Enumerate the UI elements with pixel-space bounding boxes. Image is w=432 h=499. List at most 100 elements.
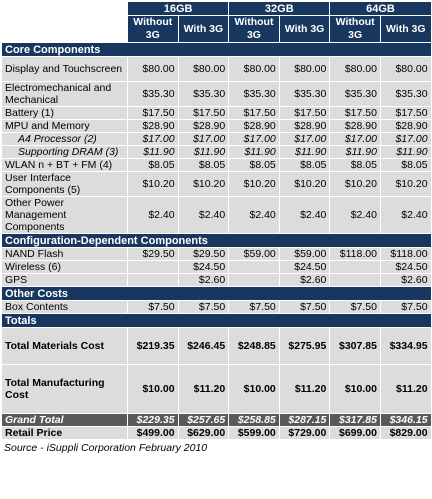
value-cell: $11.20 (278, 364, 331, 414)
table-body: Core Components Display and Touchscreen $8… (1, 42, 432, 440)
row-label: WLAN n + BT + FM (4) (1, 158, 128, 172)
value-cell: $17.00 (329, 132, 381, 146)
value-cell: $24.50 (278, 260, 331, 274)
value-cell: $17.00 (127, 132, 179, 146)
row-label: User Interface Components (5) (1, 171, 128, 197)
value-cell: $11.20 (379, 364, 432, 414)
value-cell: $17.00 (278, 132, 331, 146)
value-cell: $2.60 (379, 273, 432, 287)
header-64gb: 64GB (329, 1, 432, 16)
section-header-row: Core Components (1, 42, 432, 57)
value-cell: $10.20 (278, 171, 331, 197)
value-cell: $275.95 (278, 327, 331, 365)
value-cell: $599.00 (228, 426, 280, 440)
row-label: Supporting DRAM (3) (1, 145, 128, 159)
header-blank (1, 15, 128, 43)
value-cell: $10.20 (127, 171, 179, 197)
table-row: Display and Touchscreen $80.00 $80.00 $80.0… (1, 56, 432, 82)
section-title: Core Components (1, 42, 432, 57)
value-cell: $17.00 (228, 132, 280, 146)
header-without-3g: Without 3G (228, 15, 280, 43)
value-cell: $24.50 (177, 260, 230, 274)
table-row: Electromechanical and Mechanical $35.30 $3… (1, 81, 432, 107)
value-cell: $17.00 (177, 132, 230, 146)
value-cell (127, 273, 179, 287)
value-cell: $2.60 (278, 273, 331, 287)
value-cell: $24.50 (379, 260, 432, 274)
row-label: NAND Flash (1, 247, 128, 261)
value-cell: $17.50 (329, 106, 381, 120)
value-cell: $2.40 (278, 196, 331, 234)
value-cell: $8.05 (177, 158, 230, 172)
table-row: Wireless (6) $24.50 $24.50 $24.50 (1, 260, 432, 274)
source-note: Source - iSuppli Corporation February 20… (4, 442, 208, 454)
row-label: Electromechanical and Mechanical (1, 81, 128, 107)
value-cell: $334.95 (379, 327, 432, 365)
value-cell: $17.50 (278, 106, 331, 120)
value-cell: $80.00 (228, 56, 280, 82)
value-cell: $317.85 (329, 413, 381, 427)
value-cell: $11.90 (127, 145, 179, 159)
value-cell: $287.15 (278, 413, 331, 427)
value-cell: $7.50 (329, 300, 381, 314)
row-label: Total Manufacturing Cost (1, 364, 128, 414)
row-label: Battery (1) (1, 106, 128, 120)
section-header-row: Other Costs (1, 286, 432, 301)
row-label: Grand Total (1, 413, 128, 427)
header-with-3g: With 3G (379, 15, 432, 43)
value-cell: $80.00 (329, 56, 381, 82)
value-cell: $2.40 (379, 196, 432, 234)
table-row: NAND Flash $29.50 $29.50 $59.00 $59.00 $118.0… (1, 247, 432, 261)
value-cell: $10.20 (379, 171, 432, 197)
value-cell: $2.60 (177, 273, 230, 287)
row-label: Wireless (6) (1, 260, 128, 274)
table-row: Total Manufacturing Cost $10.00 $11.20 $10.… (1, 364, 432, 414)
value-cell: $35.30 (329, 81, 381, 107)
value-cell: $499.00 (127, 426, 179, 440)
value-cell: $7.50 (177, 300, 230, 314)
row-label: Box Contents (1, 300, 128, 314)
row-label: A4 Processor (2) (1, 132, 128, 146)
value-cell: $11.90 (278, 145, 331, 159)
header-32gb: 32GB (228, 1, 331, 16)
section-title: Configuration-Dependent Components (1, 233, 432, 248)
value-cell: $10.00 (329, 364, 381, 414)
table-row: Other Power Management Components $2.40 $2… (1, 196, 432, 234)
value-cell: $8.05 (278, 158, 331, 172)
cost-breakdown-table: 16GB 32GB 64GB Without 3G With 3G Withou… (1, 1, 432, 440)
value-cell: $118.00 (329, 247, 381, 261)
row-label: Total Materials Cost (1, 327, 128, 365)
value-cell: $11.90 (379, 145, 432, 159)
value-cell: $59.00 (228, 247, 280, 261)
value-cell: $8.05 (329, 158, 381, 172)
value-cell: $10.00 (127, 364, 179, 414)
value-cell: $7.50 (278, 300, 331, 314)
section-header-row: Totals (1, 313, 432, 328)
storage-header-row: 16GB 32GB 64GB (1, 1, 432, 16)
table-row: User Interface Components (5) $10.20 $10.2… (1, 171, 432, 197)
row-label: GPS (1, 273, 128, 287)
value-cell: $28.90 (329, 119, 381, 133)
value-cell: $8.05 (127, 158, 179, 172)
value-cell: $29.50 (127, 247, 179, 261)
header-16gb: 16GB (126, 1, 230, 16)
value-cell: $17.50 (127, 106, 179, 120)
value-cell: $17.00 (379, 132, 432, 146)
value-cell: $346.15 (379, 413, 432, 427)
header-with-3g: With 3G (177, 15, 230, 43)
value-cell: $35.30 (127, 81, 179, 107)
value-cell: $248.85 (228, 327, 280, 365)
header-without-3g: Without 3G (127, 15, 179, 43)
value-cell: $35.30 (278, 81, 331, 107)
value-cell: $118.00 (379, 247, 432, 261)
value-cell: $229.35 (127, 413, 179, 427)
value-cell: $258.85 (228, 413, 280, 427)
header-without-3g: Without 3G (329, 15, 381, 43)
value-cell: $28.90 (177, 119, 230, 133)
value-cell: $11.90 (329, 145, 381, 159)
value-cell: $59.00 (278, 247, 331, 261)
value-cell: $80.00 (278, 56, 331, 82)
value-cell: $246.45 (177, 327, 230, 365)
table-row: Retail Price $499.00 $629.00 $599.00 $729.00… (1, 426, 432, 440)
value-cell: $28.90 (379, 119, 432, 133)
